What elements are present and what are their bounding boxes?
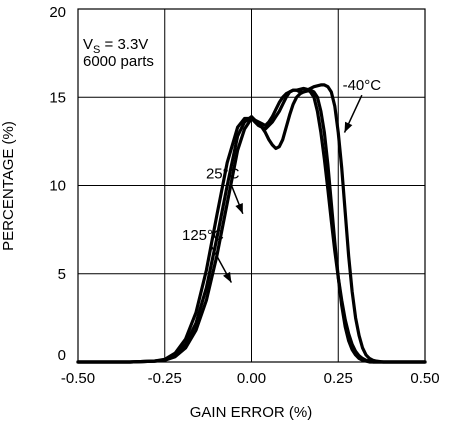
x-tick-labels: -0.50 -0.25 0.00 0.25 0.50 xyxy=(61,370,440,387)
series-label: 125°C xyxy=(182,227,224,244)
x-tick-label: 0.50 xyxy=(410,370,439,387)
annotation-parts: 6000 parts xyxy=(83,53,154,70)
x-tick-label: -0.25 xyxy=(148,370,182,387)
grid xyxy=(78,9,425,362)
plot-frame xyxy=(77,8,426,363)
x-tick-label: -0.50 xyxy=(61,370,95,387)
series-label: -40°C xyxy=(343,77,382,94)
x-tick-label: 0.00 xyxy=(237,370,266,387)
callout-arrow-head xyxy=(344,121,353,133)
y-tick-label: 5 xyxy=(58,266,66,283)
series-layer xyxy=(76,83,427,364)
callout-arrow-head xyxy=(223,271,232,283)
y-tick-label: 0 xyxy=(58,347,66,364)
x-axis-title: GAIN ERROR (%) xyxy=(190,404,313,421)
y-tick-label: 15 xyxy=(49,89,66,106)
y-tick-label: 20 xyxy=(49,4,66,21)
annotation-vs: VS = 3.3V xyxy=(83,36,148,56)
series-label: 25°C xyxy=(206,165,240,182)
series-line-2 xyxy=(76,86,427,364)
series-line-1 xyxy=(76,88,427,364)
callout-arrow-head xyxy=(235,202,243,214)
y-tick-label: 10 xyxy=(49,178,66,195)
y-axis-title: PERCENTAGE (%) xyxy=(0,121,17,251)
y-tick-labels: 0 5 10 15 20 xyxy=(49,4,66,364)
x-tick-label: 0.25 xyxy=(324,370,353,387)
series-callouts: -40°C 25°C 125°C xyxy=(182,77,382,283)
